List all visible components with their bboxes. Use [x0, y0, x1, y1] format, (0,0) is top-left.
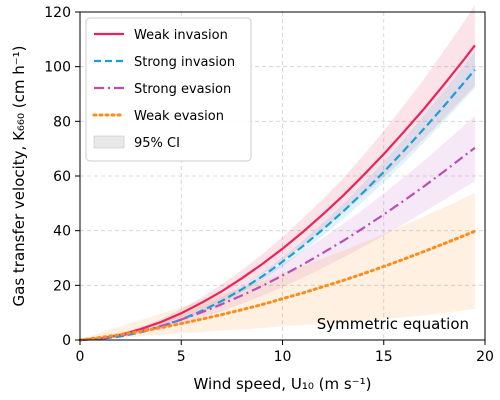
axis-ticks: 0 5 10 15 20 0 20 40 60 80 100 120	[44, 5, 494, 365]
legend: Weak invasion Strong invasion Strong evasi…	[85, 17, 252, 162]
y-axis-label: Gas transfer velocity, K₆₆₀ (cm h⁻¹)	[10, 46, 28, 307]
legend-swatch-ci	[93, 135, 125, 149]
x-tick-label: 5	[177, 349, 186, 365]
series-line-1	[79, 68, 476, 342]
x-tick-label: 10	[274, 349, 292, 365]
series-line-3	[78, 229, 477, 342]
legend-label-ci: 95% CI	[134, 136, 180, 151]
annotation-symmetric-equation: Symmetric equation	[317, 315, 469, 333]
x-axis-label: Wind speed, U₁₀ (m s⁻¹)	[194, 375, 372, 393]
series-line-0	[79, 44, 476, 342]
y-tick-label: 0	[62, 333, 71, 349]
ci-band-2	[80, 115, 475, 341]
series-lines	[78, 44, 477, 342]
legend-label-3: Weak evasion	[134, 109, 224, 124]
legend-box	[85, 17, 252, 162]
legend-label-0: Weak invasion	[134, 28, 228, 43]
x-tick-label: 20	[476, 349, 494, 365]
y-tick-label: 40	[53, 224, 71, 240]
y-tick-label: 80	[53, 114, 71, 130]
y-tick-label: 100	[44, 60, 71, 76]
ci-bands	[80, 4, 475, 341]
y-tick-label: 120	[44, 5, 71, 21]
x-tick-label: 15	[375, 349, 393, 365]
legend-label-1: Strong invasion	[134, 55, 235, 70]
ci-band-3	[80, 192, 475, 340]
y-tick-label: 20	[53, 278, 71, 294]
x-tick-label: 0	[76, 349, 85, 365]
y-tick-label: 60	[53, 169, 71, 185]
legend-label-2: Strong evasion	[134, 82, 231, 97]
